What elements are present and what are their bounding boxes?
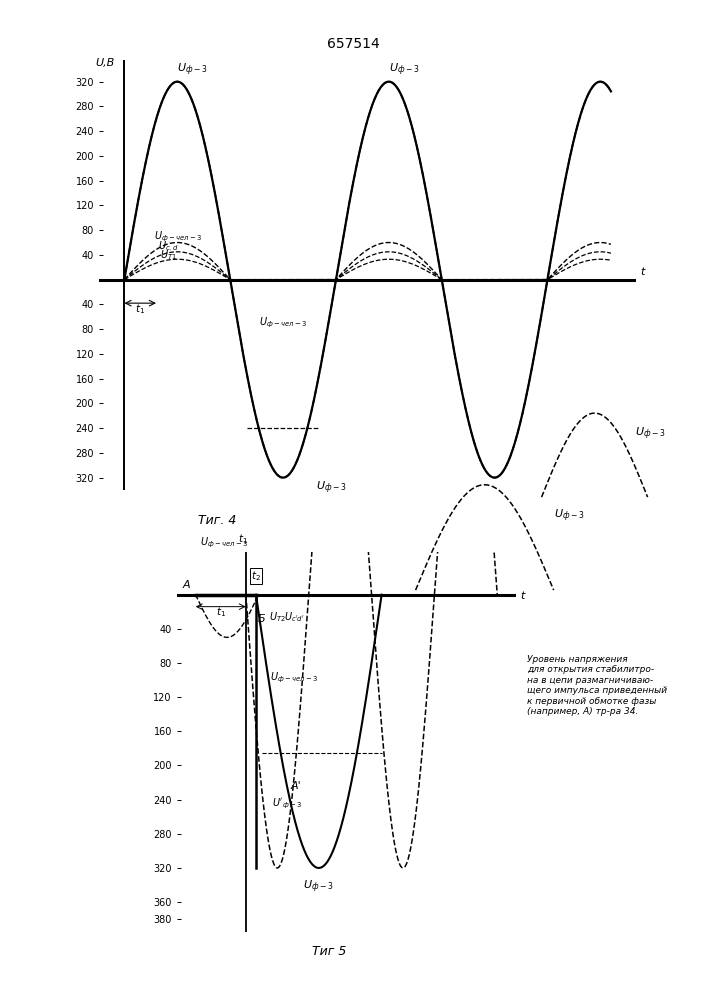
Text: $U_{с.d}$: $U_{с.d}$ [158,239,179,253]
Text: $U_{ф-чел-3}$: $U_{ф-чел-3}$ [269,670,317,685]
Text: $U_{ф-3}$: $U_{ф-3}$ [303,879,334,895]
Text: Б: Б [257,614,265,624]
Text: U,B: U,B [95,58,115,68]
Text: Τиг. 4: Τиг. 4 [198,514,236,527]
Text: $U_{ф-3}$: $U_{ф-3}$ [635,426,665,442]
Text: $t_1$: $t_1$ [135,302,145,316]
Text: $t_2$: $t_2$ [251,569,261,583]
Text: 657514: 657514 [327,37,380,51]
Text: $U_{ф-чел-3}$: $U_{ф-чел-3}$ [200,536,248,550]
Text: Τиг 5: Τиг 5 [312,945,346,958]
Text: $t_1$: $t_1$ [216,605,226,619]
Text: $U'_{ф-3}$: $U'_{ф-3}$ [272,797,303,811]
Text: $U_{ф-чел-3}$: $U_{ф-чел-3}$ [154,229,202,244]
Text: $U_{Т1}$: $U_{Т1}$ [160,248,177,262]
Text: $U_{ф-3}$: $U_{ф-3}$ [389,62,419,78]
Text: $U_{ф-3}$: $U_{ф-3}$ [316,479,347,496]
Text: $U_{ф-чел-3}$: $U_{ф-чел-3}$ [259,316,307,330]
Text: $U_{Т2}$: $U_{Т2}$ [269,610,286,624]
Text: $U_{ф-3}$: $U_{ф-3}$ [554,508,584,524]
Text: $t_1$: $t_1$ [238,532,247,546]
Text: t: t [641,267,645,277]
Text: Уровень напряжения
для открытия стабилитро-
на в цепи размагничиваю-
щего импуль: Уровень напряжения для открытия стабилит… [527,655,667,716]
Text: $U_{ф-3}$: $U_{ф-3}$ [177,62,208,78]
Text: A': A' [291,781,301,791]
Text: $U_{с'd'}$: $U_{с'd'}$ [284,610,305,624]
Text: $t$: $t$ [520,589,527,601]
Text: A: A [183,580,191,590]
